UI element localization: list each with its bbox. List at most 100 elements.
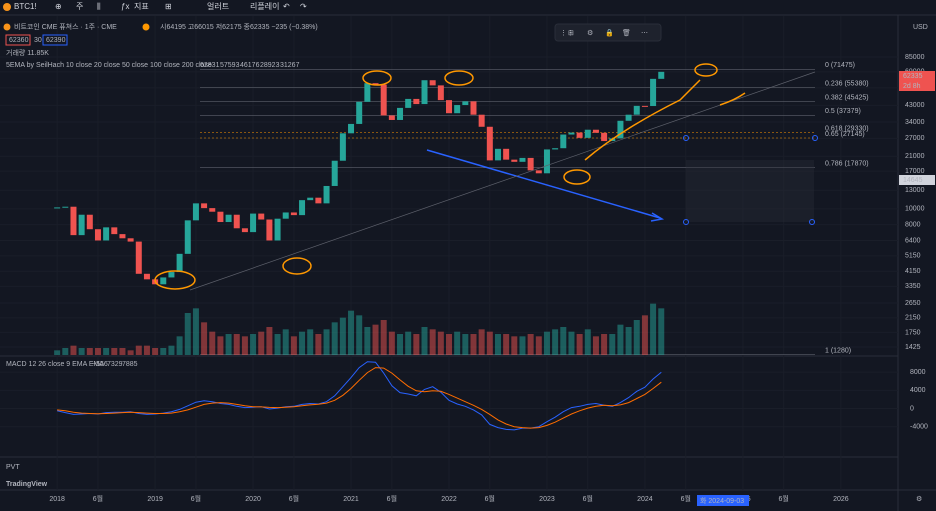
bid[interactable]: 62360 [9, 37, 29, 44]
anchor[interactable] [683, 219, 689, 225]
currency[interactable]: USD [913, 24, 928, 31]
candle [494, 148, 501, 161]
template-button[interactable]: ⊞ [568, 30, 574, 37]
candle [446, 100, 452, 114]
delete-button[interactable]: 🗑 [622, 28, 631, 37]
hand-drawn-line[interactable] [719, 92, 746, 106]
anchor[interactable] [812, 135, 818, 141]
indicators-button[interactable]: 지표 [134, 2, 149, 11]
trend-line[interactable] [189, 71, 816, 291]
highlight-circle[interactable] [154, 270, 196, 290]
volume-bar [94, 348, 101, 355]
x-tick-label: 6월 [93, 494, 103, 503]
macd-legend: MACD 12 26 close 9 EMA EMA [6, 361, 104, 368]
ema-legend: 5EMA by SeilHach 10 close 20 close 50 cl… [6, 62, 212, 69]
x-tick-label: 2024 [637, 496, 653, 503]
x-tick-label: 2020 [245, 496, 261, 503]
volume-bar [641, 315, 648, 355]
y-tick-label: 4000 [910, 387, 926, 394]
volume-bar [54, 350, 61, 355]
x-tick-label: 6월 [387, 494, 397, 503]
candle [560, 134, 567, 149]
volume-bar [184, 313, 191, 355]
y-tick-label: 8000 [910, 369, 926, 376]
ask[interactable]: 62390 [46, 37, 66, 44]
alerts-button[interactable]: 얼러트 [207, 1, 229, 11]
volume-bar [258, 331, 265, 355]
volume-bar [388, 331, 395, 355]
spread: 30 [34, 37, 42, 44]
candle [103, 227, 110, 241]
last-price-tag [899, 71, 935, 91]
candle [94, 229, 101, 241]
bid-box[interactable] [5, 34, 31, 46]
y-tick-label: 6400 [905, 237, 921, 244]
candle [568, 132, 575, 135]
candle [576, 132, 583, 138]
volume-bar [380, 320, 387, 355]
drag-handle[interactable]: ⋮⋮ [560, 30, 574, 37]
highlight-circle[interactable] [563, 169, 591, 185]
candle [225, 214, 232, 223]
x-tick-label: 6월 [289, 494, 299, 503]
replay-button[interactable]: 리플레이 [250, 1, 279, 11]
fib-label: 0.382 (45425) [825, 94, 869, 101]
top-toolbar: BTC1! ⊕ 주 ⫼ ƒx 지표 ⊞ 얼러트 리플레이 ↶ ↷ [0, 0, 936, 16]
volume-bar [241, 336, 248, 355]
volume-bar [274, 334, 281, 355]
volume-bar [650, 303, 657, 355]
y-tick-label: 85000 [905, 54, 925, 61]
y-tick-label: 10000 [905, 206, 925, 213]
undo-button[interactable]: ↶ [283, 2, 290, 11]
trend-arrow[interactable] [426, 149, 661, 219]
volume-bar [560, 327, 567, 355]
interval[interactable]: 주 [76, 2, 83, 11]
highlight-circle[interactable] [282, 257, 312, 275]
redo-button[interactable]: ↷ [300, 2, 307, 11]
y-tick-label: 5150 [905, 253, 921, 260]
symbol[interactable]: BTC1! [14, 2, 37, 11]
candle [348, 123, 355, 134]
volume-bar [454, 331, 461, 355]
highlight-circle[interactable] [444, 70, 474, 86]
candle [658, 71, 665, 79]
candle [233, 214, 240, 229]
y-tick-label: 21000 [905, 153, 925, 160]
highlight-circle[interactable] [362, 70, 392, 86]
projection-zone[interactable] [686, 160, 814, 222]
add-button[interactable]: ⊕ [55, 2, 62, 11]
x-tick-label: 6월 [681, 494, 691, 503]
candle [470, 101, 477, 115]
fib-label: 0.618 (29330) [825, 125, 869, 132]
hand-drawn-line[interactable] [584, 79, 701, 161]
anchor[interactable] [683, 135, 689, 141]
countdown: 2d 8h [903, 83, 921, 90]
lock-button[interactable]: 🔒 [605, 29, 614, 37]
candle [274, 218, 281, 241]
more-button[interactable]: ⋯ [641, 30, 648, 37]
drawings [154, 63, 818, 291]
last-price: 62335 [903, 73, 923, 80]
fib-label: 0.65 (27145) [825, 131, 865, 138]
x-tick-label: 6월 [583, 494, 593, 503]
y-tick-label: 2150 [905, 315, 921, 322]
volume-bar [356, 315, 363, 355]
candle [119, 234, 126, 239]
coin-icon [3, 3, 11, 11]
settings-button[interactable]: ⚙ [587, 29, 593, 37]
ask-box[interactable] [42, 34, 68, 46]
volume-bar [429, 329, 436, 355]
highlight-circle[interactable] [694, 63, 718, 77]
layouts-button[interactable]: ⊞ [165, 2, 172, 11]
anchor[interactable] [809, 219, 815, 225]
logo[interactable]: TradingView [6, 481, 48, 488]
candle [78, 214, 85, 236]
axis-settings[interactable]: ⚙ [916, 495, 922, 503]
volume-bar [486, 331, 493, 355]
macd-line [57, 367, 662, 429]
indicator-icon[interactable]: ƒx [121, 2, 129, 11]
cursor-price-tag [899, 175, 935, 185]
volume-bar [160, 348, 167, 355]
chart-style[interactable]: ⫼ [97, 2, 101, 11]
candle [413, 98, 420, 105]
